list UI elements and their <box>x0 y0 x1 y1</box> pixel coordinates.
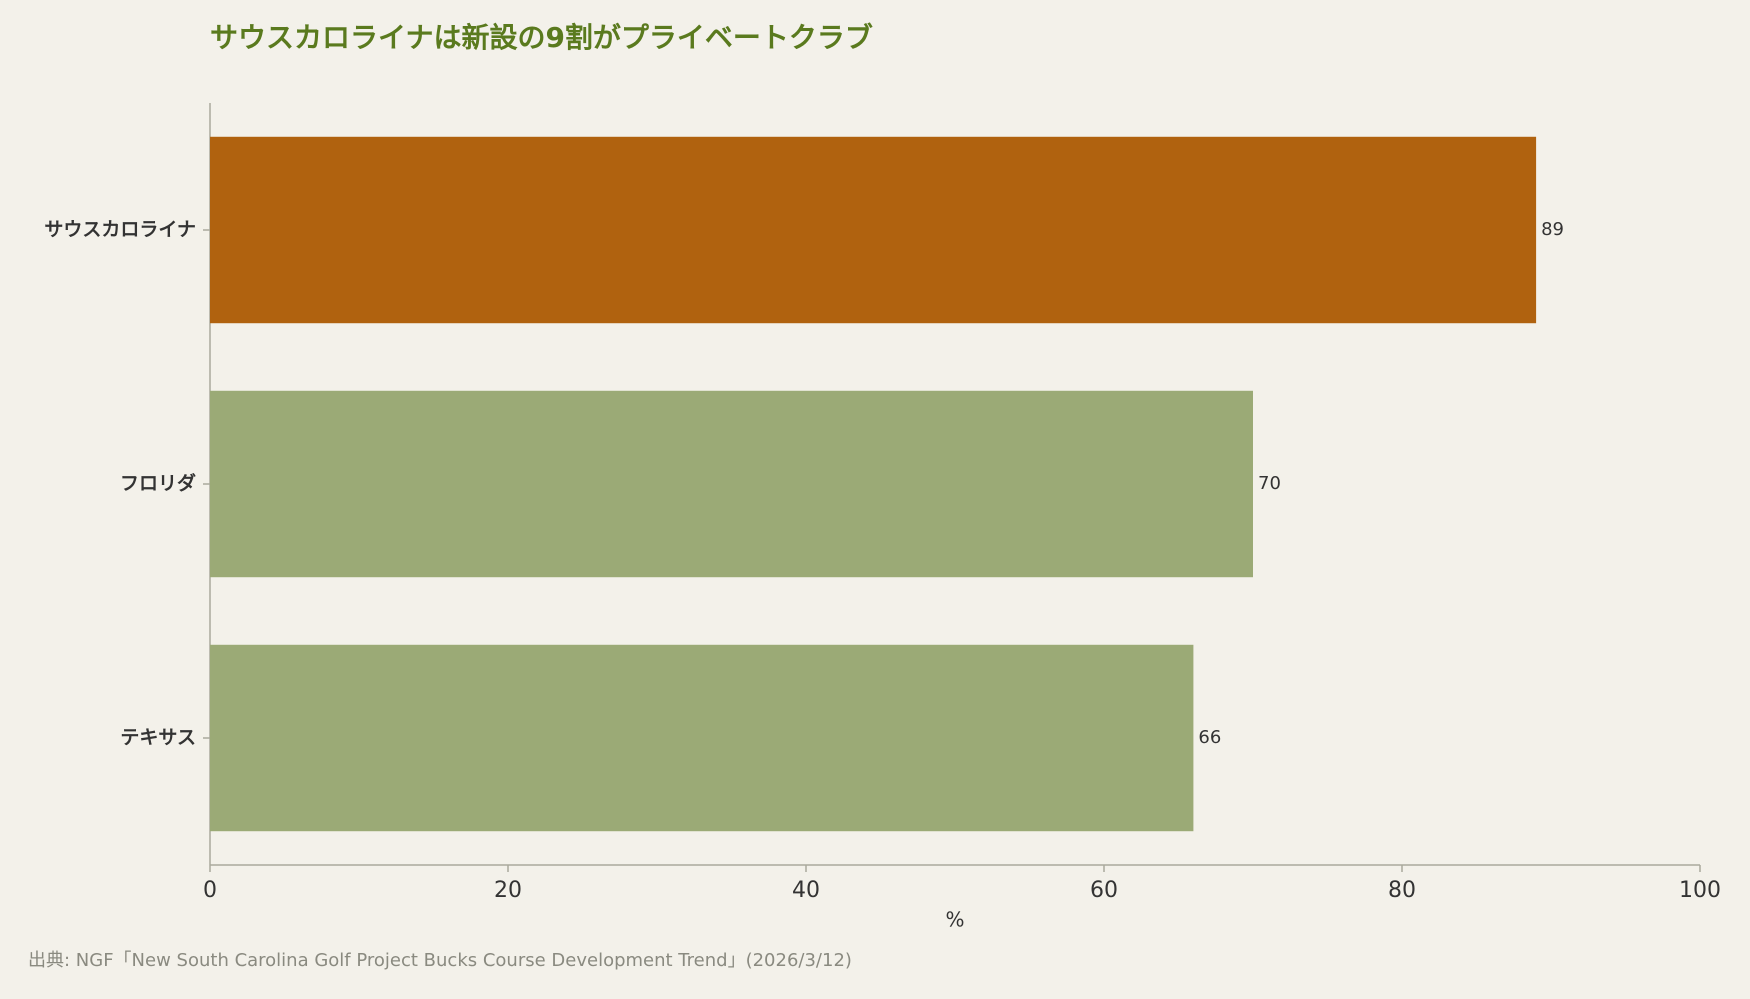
bar <box>210 390 1253 578</box>
x-tick-label: 100 <box>1679 878 1721 903</box>
x-tick-label: 0 <box>203 878 217 903</box>
x-tick-label: 40 <box>792 878 820 903</box>
value-label: 66 <box>1198 727 1221 748</box>
y-tick-label: サウスカロライナ <box>44 219 196 241</box>
x-tick-label: 80 <box>1388 878 1416 903</box>
x-tick-label: 20 <box>494 878 522 903</box>
bar <box>210 136 1537 324</box>
x-axis-label: % <box>945 908 964 932</box>
value-label: 89 <box>1541 219 1564 240</box>
x-tick-label: 60 <box>1090 878 1118 903</box>
value-label: 70 <box>1258 473 1281 494</box>
source-note: 出典: NGF「New South Carolina Golf Project … <box>28 950 852 971</box>
chart-title: サウスカロライナは新設の9割がプライベートクラブ <box>210 21 873 54</box>
y-tick-label: テキサス <box>120 727 196 749</box>
bar <box>210 644 1194 832</box>
y-tick-label: フロリダ <box>120 472 196 495</box>
